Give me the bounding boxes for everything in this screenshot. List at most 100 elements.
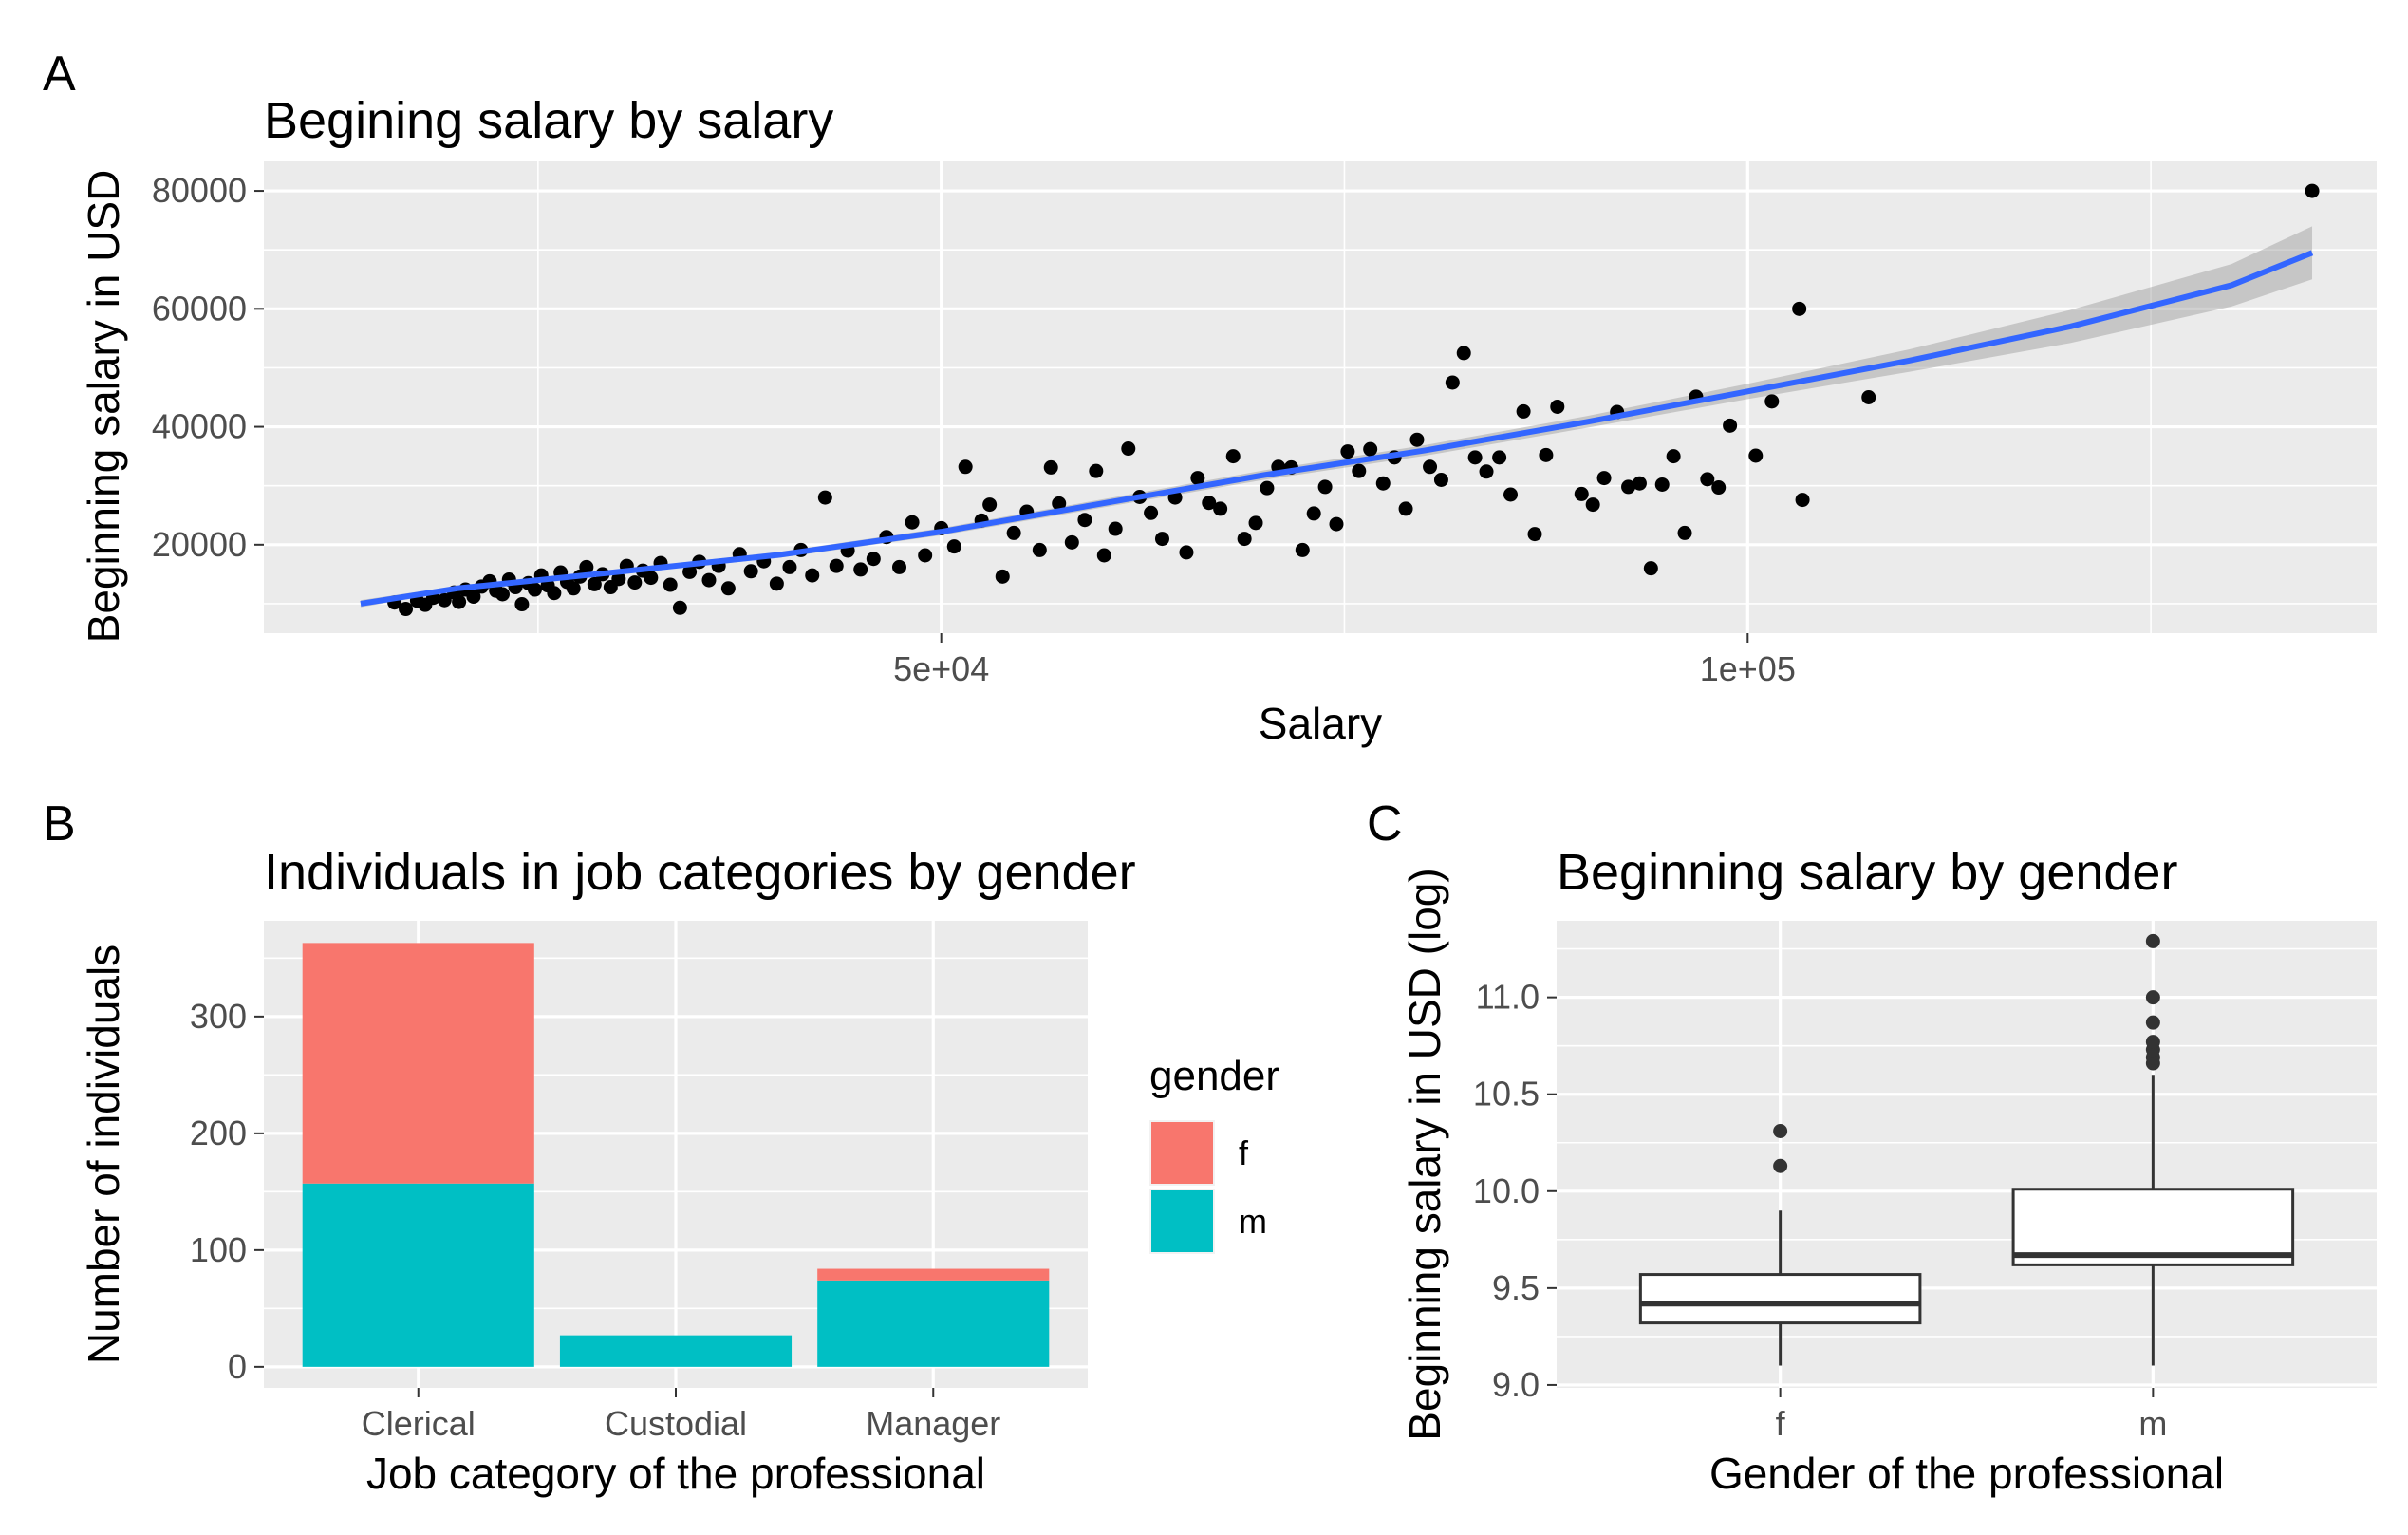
panel-label-a: A [43,47,76,102]
data-point [866,552,881,567]
data-point [587,576,602,591]
data-point [1527,527,1542,542]
data-point [495,587,510,602]
chart-b-bars [302,943,1050,1367]
y-tick-label: 60000 [152,289,247,328]
panel-label-c: C [1367,796,1403,852]
data-point [547,586,562,601]
data-point [1764,394,1780,409]
y-tick-label: 80000 [152,171,247,210]
data-point [1213,501,1228,516]
data-point [566,581,581,596]
data-point [1433,472,1448,487]
y-tick-label: 300 [190,997,247,1036]
legend-label-f: f [1239,1133,1249,1172]
y-tick-label: 10.0 [1473,1171,1540,1210]
data-point [1503,487,1519,502]
data-point [1064,534,1079,550]
data-point [1096,548,1111,563]
data-point [611,571,626,587]
data-point [1456,346,1471,361]
data-point [1363,441,1378,457]
box-f [1638,1273,1922,1325]
data-point [1260,480,1275,496]
box-m [2011,1188,2295,1266]
data-point [437,592,452,608]
y-tick-label: 40000 [152,407,247,446]
chart-a-y-ticks: 20000 40000 60000 80000 [152,171,264,564]
data-point [627,575,643,590]
data-point [1445,375,1460,390]
data-point [1202,496,1217,511]
bar-custodial-m [559,1335,793,1367]
data-point [1666,449,1681,464]
data-point [663,577,678,592]
data-point [1032,542,1047,557]
data-point [905,515,920,530]
data-point [1516,403,1531,419]
chart-a-y-axis-title: Beginning salary in USD [79,170,128,644]
data-point [1089,463,1104,478]
chart-b-title: Individuals in job categories by gender [264,844,1136,901]
data-point [853,562,868,577]
chart-a-x-ticks: 5e+04 1e+05 [893,633,1796,688]
data-point [1479,464,1494,479]
data-point [514,597,530,612]
data-point [452,594,467,609]
data-point [1539,447,1554,462]
data-point [1723,418,1738,433]
data-point [918,548,933,563]
data-point [1654,477,1670,492]
outlier-point [1773,1158,1788,1173]
data-point [1792,301,1807,316]
data-point [1492,450,1507,465]
data-point [1006,525,1021,540]
outlier-point [1773,1124,1788,1139]
data-point [1677,525,1692,540]
x-tick-label: 1e+05 [1700,649,1796,688]
data-point [1409,432,1425,447]
bar-clerical-f [302,943,534,1184]
data-point [2305,183,2320,198]
data-point [1317,479,1333,495]
data-point [782,559,797,574]
data-point [1550,399,1565,414]
data-point [1398,501,1413,516]
outlier-point [2145,1035,2160,1050]
data-point [743,564,758,579]
data-point [1154,532,1169,547]
chart-c-x-axis-title: Gender of the professional [1709,1449,2224,1498]
data-point [1861,390,1876,404]
chart-b-y-axis-title: Number of individuals [79,945,128,1364]
x-tick-label: m [2138,1404,2167,1443]
y-tick-label: 100 [190,1230,247,1269]
y-tick-label: 0 [228,1347,247,1386]
data-point [1711,480,1727,496]
x-tick-label: 5e+04 [893,649,989,688]
data-point [1179,545,1194,560]
y-tick-label: 11.0 [1476,978,1540,1017]
data-point [682,564,698,579]
data-point [1621,479,1636,495]
data-point [1340,444,1355,459]
bar-clerical-m [302,1183,534,1367]
chart-b-x-axis-title: Job category of the professional [366,1449,985,1498]
data-point [1144,505,1159,520]
data-point [466,589,481,604]
chart-a-smooth-line [360,250,2314,607]
data-point [1121,441,1136,457]
data-point [1467,450,1483,465]
data-point [527,582,542,597]
y-tick-label: 200 [190,1114,247,1152]
chart-a-plot-background [264,161,2377,633]
data-point [1632,476,1647,491]
data-point [829,558,844,573]
chart-a-points [387,183,2320,617]
data-point [1352,463,1367,478]
data-point [1423,459,1438,475]
outlier-point [2145,933,2160,948]
legend-swatch-f [1151,1122,1213,1184]
data-point [701,572,717,588]
data-point [1248,515,1263,531]
